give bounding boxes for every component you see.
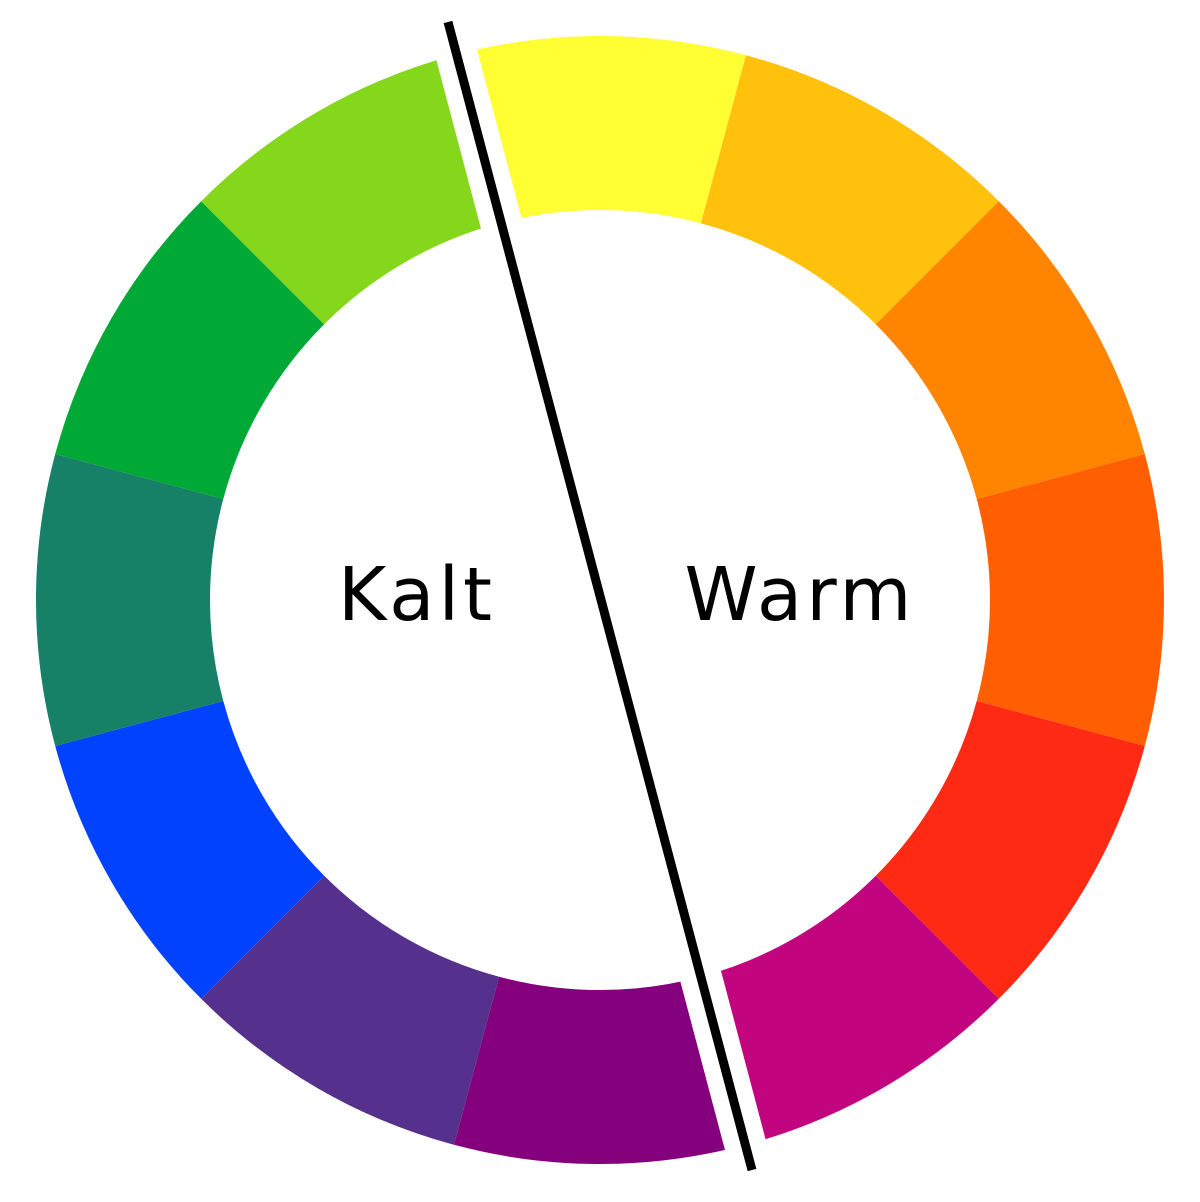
label-cold: Kalt xyxy=(338,552,496,638)
wheel-segment-cold xyxy=(201,55,500,325)
wheel-segment-cold xyxy=(35,454,224,746)
wheel-segment-warm xyxy=(454,35,746,224)
wheel-segment-warm xyxy=(875,201,1145,500)
wheel-segment-warm xyxy=(700,875,999,1145)
wheel-segment-cold xyxy=(201,875,500,1145)
color-wheel-segments xyxy=(35,35,1164,1164)
label-warm: Warm xyxy=(685,552,916,638)
wheel-segment-warm xyxy=(700,55,999,325)
wheel-segment-warm xyxy=(976,454,1164,746)
divider-stroke xyxy=(443,20,757,1172)
wheel-segment-warm xyxy=(875,700,1145,999)
wheel-segment-cold xyxy=(454,976,746,1164)
wheel-segment-cold xyxy=(55,700,325,999)
divider-line xyxy=(443,20,757,1172)
wheel-segment-cold xyxy=(55,201,325,500)
